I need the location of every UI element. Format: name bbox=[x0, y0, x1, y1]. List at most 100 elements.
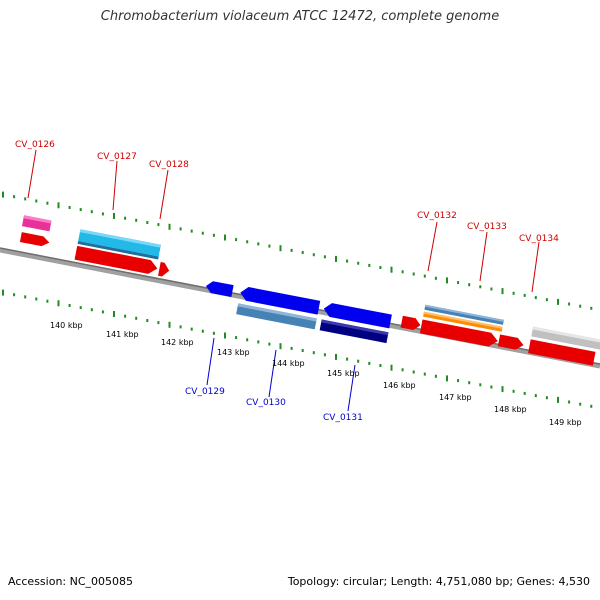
outer-tick bbox=[279, 245, 282, 252]
outer-tick bbox=[568, 302, 571, 306]
inner-tick bbox=[490, 385, 493, 389]
inner-tick bbox=[168, 321, 171, 328]
inner-tick bbox=[224, 332, 226, 339]
inner-tick bbox=[301, 349, 304, 352]
outer-tick bbox=[79, 208, 82, 212]
kbp-label: 144 kbp bbox=[272, 359, 305, 368]
outer-tick bbox=[457, 281, 460, 285]
outer-tick bbox=[179, 227, 182, 231]
inner-tick bbox=[124, 314, 127, 318]
inner-tick bbox=[90, 308, 93, 312]
feature-CV_0134-gene-b[interactable] bbox=[528, 339, 596, 366]
inner-tick bbox=[368, 361, 371, 365]
outer-tick bbox=[423, 274, 426, 278]
feature-CV_0132[interactable] bbox=[424, 304, 504, 325]
outer-tick bbox=[501, 288, 504, 295]
feature-CV_0126[interactable] bbox=[21, 215, 52, 232]
feature-CV_0134[interactable] bbox=[531, 326, 600, 350]
gene-label-CV_0126[interactable]: CV_0126 bbox=[15, 140, 55, 150]
outer-tick bbox=[201, 231, 204, 235]
accession-text: Accession: NC_005085 bbox=[8, 575, 134, 588]
inner-tick bbox=[545, 396, 548, 400]
bottom-leader-lines bbox=[206, 337, 356, 412]
outer-tick bbox=[479, 285, 482, 289]
inner-tick bbox=[446, 375, 448, 382]
feature-CV_0132-gene[interactable] bbox=[400, 315, 422, 331]
inner-tick bbox=[534, 394, 537, 398]
inner-tick bbox=[68, 304, 71, 307]
inner-tick bbox=[57, 300, 60, 307]
inner-tick bbox=[290, 346, 293, 350]
feature-CV_0131[interactable] bbox=[319, 319, 389, 344]
gene-label-CV_0134[interactable]: CV_0134 bbox=[519, 234, 559, 244]
inner-tick bbox=[379, 364, 382, 367]
inner-tick bbox=[212, 331, 215, 335]
outer-tick bbox=[590, 306, 593, 310]
inner-tick bbox=[113, 311, 115, 317]
outer-tick bbox=[390, 266, 393, 273]
feature-CV_0133[interactable] bbox=[423, 311, 503, 332]
inner-tick bbox=[24, 295, 27, 299]
outer-tick bbox=[401, 270, 404, 274]
feature-CV_0133-gene[interactable] bbox=[419, 319, 499, 348]
inner-tick bbox=[201, 329, 204, 333]
outer-tick bbox=[368, 263, 371, 267]
gene-label-CV_0131[interactable]: CV_0131 bbox=[323, 413, 363, 423]
outer-tick bbox=[68, 206, 71, 209]
outer-tick bbox=[13, 195, 16, 199]
inner-tick bbox=[157, 321, 160, 325]
feature-CV_0130[interactable] bbox=[236, 303, 317, 330]
outer-tick bbox=[335, 255, 337, 262]
feature-CV_0131-gene[interactable] bbox=[322, 302, 392, 329]
kbp-label: 142 kbp bbox=[161, 338, 194, 347]
outer-tick bbox=[113, 213, 115, 219]
feature-CV_0130-gene[interactable] bbox=[239, 286, 321, 315]
outer-tick bbox=[24, 197, 27, 201]
outer-tick bbox=[468, 283, 471, 287]
outer-tick bbox=[157, 223, 160, 227]
feature-CV_0134-gene-a[interactable] bbox=[497, 334, 525, 351]
outer-tick bbox=[90, 210, 93, 214]
gene-label-CV_0130[interactable]: CV_0130 bbox=[246, 398, 286, 408]
top-leader-lines bbox=[27, 149, 540, 293]
inner-tick bbox=[2, 289, 4, 296]
inner-tick bbox=[179, 325, 182, 329]
gene-label-CV_0127[interactable]: CV_0127 bbox=[97, 152, 137, 162]
gene-label-CV_0128[interactable]: CV_0128 bbox=[149, 160, 189, 170]
gene-label-CV_0129[interactable]: CV_0129 bbox=[185, 387, 225, 397]
inner-tick bbox=[512, 389, 515, 393]
feature-CV_0127[interactable] bbox=[77, 229, 161, 260]
outer-tick bbox=[545, 298, 548, 302]
inner-tick bbox=[434, 374, 437, 378]
outer-tick bbox=[212, 233, 215, 237]
inner-tick bbox=[135, 316, 138, 320]
inner-tick bbox=[390, 364, 393, 371]
outer-tick bbox=[534, 296, 537, 300]
outer-tick bbox=[135, 218, 138, 222]
feature-CV_0127-gene[interactable] bbox=[74, 245, 159, 275]
inner-tick bbox=[357, 359, 360, 363]
outer-tick bbox=[190, 229, 193, 233]
inner-tick bbox=[268, 342, 271, 346]
outer-tick bbox=[412, 272, 415, 276]
inner-tick bbox=[457, 379, 460, 383]
outer-tick bbox=[312, 253, 315, 257]
kbp-label: 148 kbp bbox=[494, 405, 527, 414]
outer-tick bbox=[168, 223, 171, 230]
outer-tick bbox=[46, 201, 49, 205]
gene-label-CV_0132[interactable]: CV_0132 bbox=[417, 211, 457, 221]
feature-CV_0126-gene[interactable] bbox=[19, 232, 50, 247]
kbp-label: 146 kbp bbox=[383, 381, 416, 390]
outer-tick bbox=[301, 251, 304, 254]
gene-label-CV_0133[interactable]: CV_0133 bbox=[467, 222, 507, 232]
inner-tick bbox=[312, 351, 315, 355]
outer-tick bbox=[323, 255, 326, 259]
feature-CV_0129-gene[interactable] bbox=[205, 280, 234, 297]
inner-tick bbox=[346, 357, 349, 361]
outer-tick bbox=[490, 287, 493, 291]
inner-tick bbox=[568, 400, 571, 404]
outer-tick bbox=[124, 216, 127, 220]
inner-tick bbox=[257, 340, 260, 344]
kbp-label: 141 kbp bbox=[106, 330, 139, 339]
feature-CV_0128-gene[interactable] bbox=[158, 261, 170, 278]
